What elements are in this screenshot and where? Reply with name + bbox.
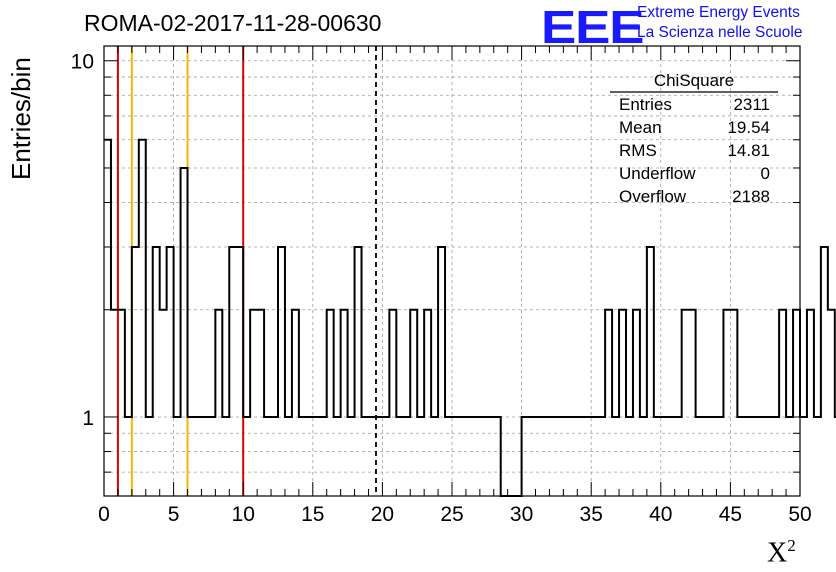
x-tick-label: 15: [301, 503, 324, 526]
reference-lines: [116, 46, 377, 496]
stats-title: ChiSquare: [654, 71, 734, 90]
histogram-bars: [104, 138, 836, 497]
stats-box: ChiSquare Entries 2311 Mean 19.54 RMS 14.81 Und…: [610, 71, 778, 206]
x-tick-label: 50: [788, 503, 811, 526]
x-tick-label: 5: [168, 503, 180, 526]
stats-label: Overflow: [619, 187, 687, 206]
stats-label: Underflow: [619, 164, 696, 183]
stats-label: Entries: [619, 95, 672, 114]
stats-value: 19.54: [727, 118, 770, 137]
y-axis-label: Entries/bin: [6, 57, 36, 180]
x-tick-label: 10: [232, 503, 255, 526]
x-tick-label: 30: [510, 503, 533, 526]
eee-logo: EEE: [541, 1, 645, 53]
y-tick-label: 10: [71, 51, 94, 74]
x-tick-label: 45: [719, 503, 742, 526]
logo-line-2: La Scienza nelle Scuole: [637, 24, 803, 41]
x-tick-label: 0: [98, 503, 110, 526]
stats-value: 0: [761, 164, 770, 183]
grid: [104, 46, 800, 497]
chart-title: ROMA-02-2017-11-28-00630: [84, 10, 382, 36]
x-tick-label: 25: [440, 503, 463, 526]
x-axis-label: X2: [767, 536, 796, 569]
stats-label: Mean: [619, 118, 662, 137]
y-tick-label: 1: [82, 407, 94, 430]
stats-value: 2188: [732, 187, 770, 206]
stats-label: RMS: [619, 141, 657, 160]
x-tick-label: 40: [649, 503, 672, 526]
stats-value: 14.81: [727, 141, 770, 160]
x-tick-label: 35: [580, 503, 603, 526]
stats-value: 2311: [733, 95, 770, 114]
axes: 0 5 10 15 20 25 30 35 40 45 50 1 10: [71, 45, 812, 526]
x-tick-label: 20: [371, 503, 394, 526]
histogram-outline: [104, 138, 836, 497]
logo-line-1: Extreme Energy Events: [637, 4, 800, 21]
